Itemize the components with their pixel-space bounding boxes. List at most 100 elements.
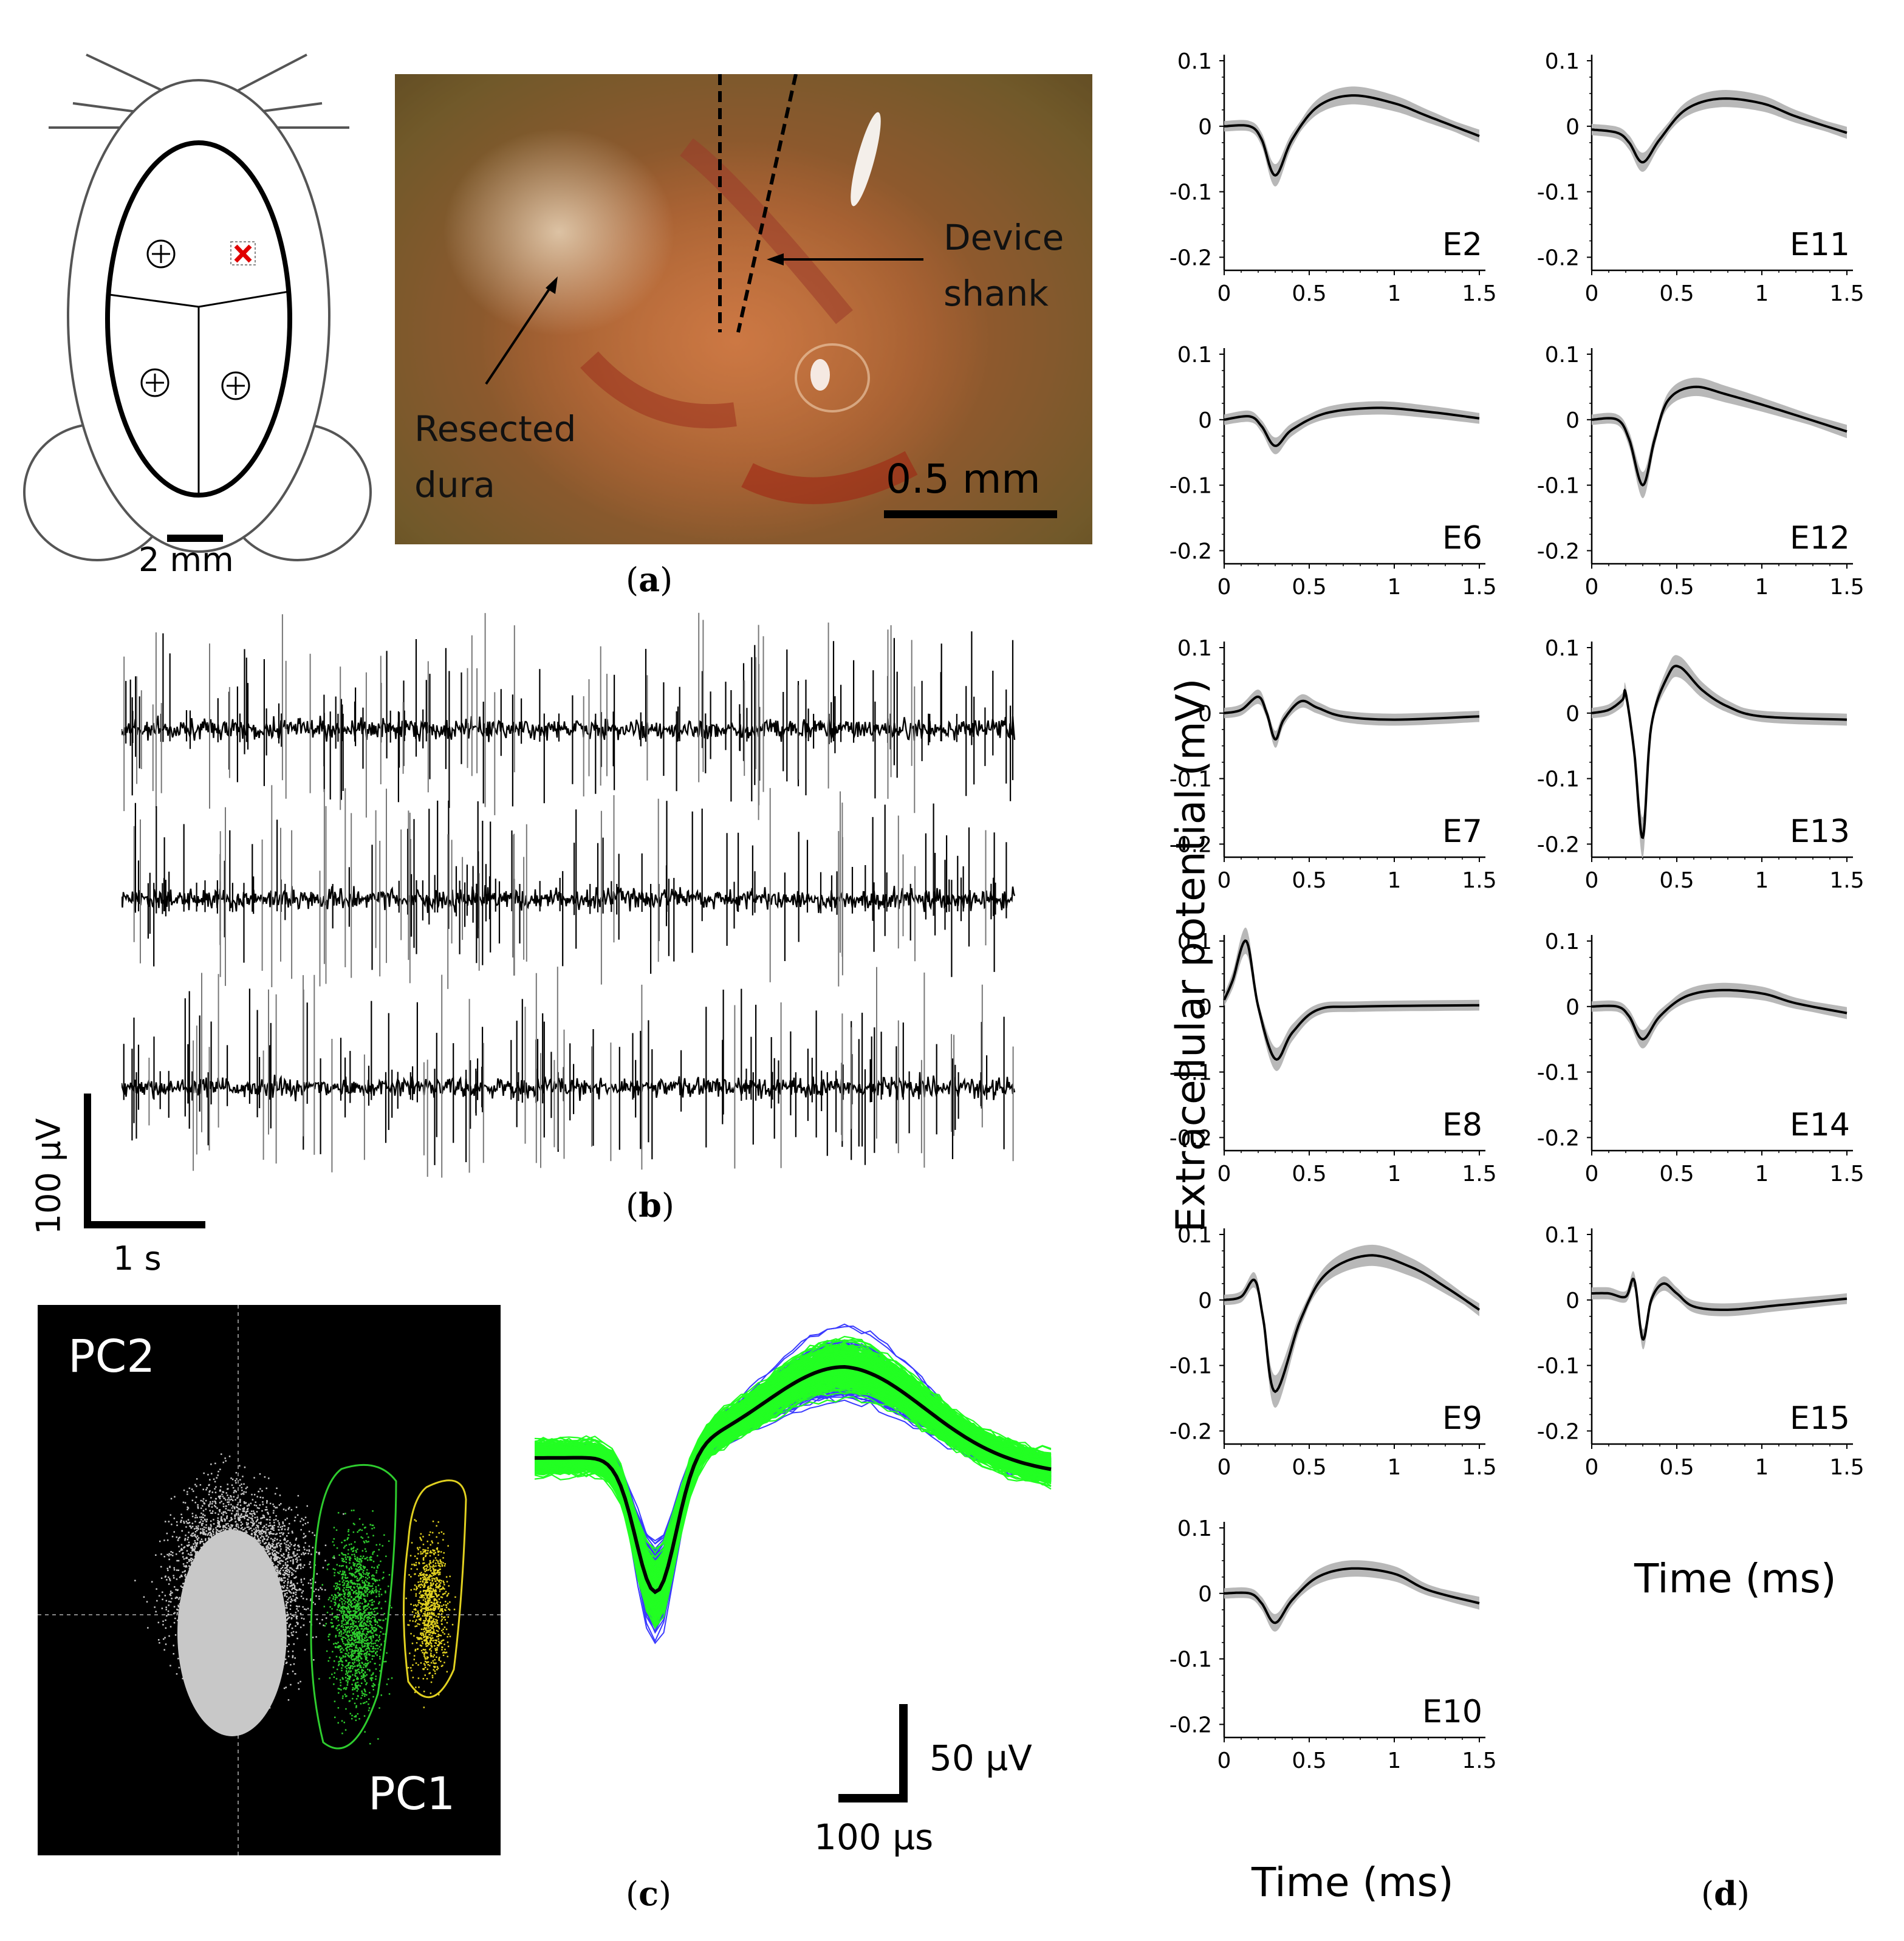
- caption-c: (c): [626, 1874, 672, 1913]
- series-line-e11: [1591, 97, 1847, 164]
- y-tick-label: 0: [1198, 1289, 1212, 1313]
- std-band: [1592, 377, 1847, 499]
- x-tick-label: 0: [1217, 281, 1231, 306]
- series-line-e6: [1224, 406, 1480, 447]
- spike-waveform: [535, 1361, 1052, 1569]
- implant-site-icon: [234, 244, 252, 263]
- x-tick-label: 0: [1217, 575, 1231, 600]
- x-tick-label: 1.5: [1462, 575, 1496, 600]
- y-tick-label: -0.2: [1169, 1126, 1212, 1151]
- shank-outline: [736, 74, 798, 333]
- x-tick-label: 0.5: [1292, 868, 1326, 893]
- x-tick-label: 0.5: [1659, 868, 1694, 893]
- caption-d: (d): [1701, 1874, 1750, 1913]
- y-tick-label: 0.1: [1177, 1516, 1212, 1541]
- electrode-label: E11: [1790, 227, 1850, 263]
- y-tick-label: 0: [1198, 115, 1212, 140]
- series-line-e12: [1591, 385, 1847, 487]
- x-tick-label: 0.5: [1659, 281, 1694, 306]
- whisker: [86, 53, 171, 95]
- y-tick-label: -0.2: [1169, 1419, 1212, 1444]
- traces-scale-bar: [84, 1094, 205, 1228]
- x-tick-label: 0.5: [1659, 575, 1694, 600]
- electrode-label: E9: [1442, 1400, 1482, 1437]
- y-tick-label: -0.1: [1537, 1354, 1580, 1379]
- std-band: [1224, 1560, 1479, 1632]
- y-tick-label: -0.1: [1537, 767, 1580, 792]
- y-tick-label: -0.2: [1537, 245, 1580, 270]
- y-tick-label: 0: [1566, 408, 1580, 433]
- x-tick-label: 1: [1388, 1162, 1402, 1186]
- y-tick-label: -0.1: [1169, 180, 1212, 205]
- y-tick-label: 0.1: [1545, 49, 1580, 74]
- spike-scale-x: 100 µs: [814, 1816, 934, 1858]
- y-tick-label: 0: [1566, 115, 1580, 140]
- std-band: [1592, 90, 1847, 172]
- x-axis-label-right: Time (ms): [1634, 1555, 1837, 1602]
- series-line-e15: [1592, 1277, 1847, 1341]
- y-tick-label: 0.1: [1545, 929, 1580, 954]
- x-tick-label: 1: [1755, 281, 1769, 306]
- traces-scale-y: 100 µV: [29, 1118, 68, 1235]
- y-tick-label: 0: [1566, 995, 1580, 1020]
- spike-scale-bar: [838, 1704, 908, 1802]
- spike-marks: [123, 612, 916, 820]
- y-tick-label: 0.1: [1177, 343, 1212, 368]
- series-line-e8: [1223, 939, 1480, 1061]
- series-line-e14: [1592, 988, 1847, 1041]
- y-tick-label: -0.1: [1169, 474, 1212, 499]
- x-tick-label: 1: [1755, 1455, 1769, 1480]
- cluster-1-points: [318, 1509, 393, 1745]
- pc2-label: PC2: [68, 1330, 156, 1383]
- caption-a: (a): [626, 560, 673, 599]
- arrow-icon: [546, 276, 558, 294]
- x-tick-label: 0: [1217, 1748, 1231, 1773]
- x-tick-label: 0.5: [1292, 1748, 1326, 1773]
- spike-waveform: [535, 1376, 1052, 1611]
- electrode-label: E6: [1442, 520, 1482, 556]
- y-tick-label: 0.1: [1545, 343, 1580, 368]
- y-tick-label: -0.1: [1169, 1061, 1212, 1086]
- y-tick-label: -0.2: [1537, 1126, 1580, 1151]
- x-tick-label: 1.5: [1829, 1162, 1864, 1186]
- y-tick-label: 0: [1566, 1289, 1580, 1313]
- x-tick-label: 1: [1388, 281, 1402, 306]
- x-tick-label: 0: [1585, 868, 1599, 893]
- resected-dura-label: Resected dura: [414, 408, 577, 505]
- x-tick-label: 1: [1388, 1748, 1402, 1773]
- x-tick-label: 0: [1217, 1162, 1231, 1186]
- x-tick-label: 1.5: [1462, 281, 1496, 306]
- spike-scale-y: 50 µV: [930, 1737, 1032, 1779]
- spike-waveform: [535, 1376, 1052, 1622]
- subplot-e2: 0.10-0.1-0.20 0.5 1 1.5E2: [1169, 49, 1497, 306]
- traces-scale-x: 1 s: [113, 1239, 162, 1278]
- y-tick-label: 0: [1566, 702, 1580, 727]
- x-tick-label: 0: [1585, 575, 1599, 600]
- x-tick-label: 1: [1755, 868, 1769, 893]
- spike-marks: [148, 967, 1014, 1178]
- x-tick-label: 0: [1585, 1162, 1599, 1186]
- spike-waveform: [535, 1347, 1052, 1578]
- x-tick-label: 0: [1217, 868, 1231, 893]
- x-tick-label: 0: [1217, 1455, 1231, 1480]
- electrode-label: E10: [1422, 1694, 1482, 1730]
- y-tick-label: -0.2: [1169, 245, 1212, 270]
- y-tick-label: 0: [1198, 702, 1212, 727]
- std-band: [1224, 927, 1479, 1072]
- y-tick-label: -0.2: [1169, 539, 1212, 564]
- series-line-e13: [1591, 665, 1847, 840]
- spike-waveform: [535, 1387, 1052, 1600]
- spike-overlay: [535, 1323, 1052, 1645]
- x-tick-label: 0.5: [1292, 281, 1326, 306]
- spike-marks: [123, 988, 1005, 1165]
- photo-scale-label: 0.5 mm: [886, 456, 1041, 502]
- y-tick-label: -0.1: [1537, 180, 1580, 205]
- arrow-icon: [767, 253, 784, 265]
- subplot-e7: 0.10-0.1-0.20 0.5 1 1.5E7: [1169, 636, 1497, 893]
- scale-bar: [167, 535, 223, 542]
- electrode-label: E14: [1790, 1107, 1850, 1143]
- spike-waveform: [535, 1382, 1052, 1609]
- std-band: [1224, 86, 1479, 187]
- y-tick-label: -0.2: [1537, 1419, 1580, 1444]
- cluster-2-boundary: [403, 1479, 467, 1699]
